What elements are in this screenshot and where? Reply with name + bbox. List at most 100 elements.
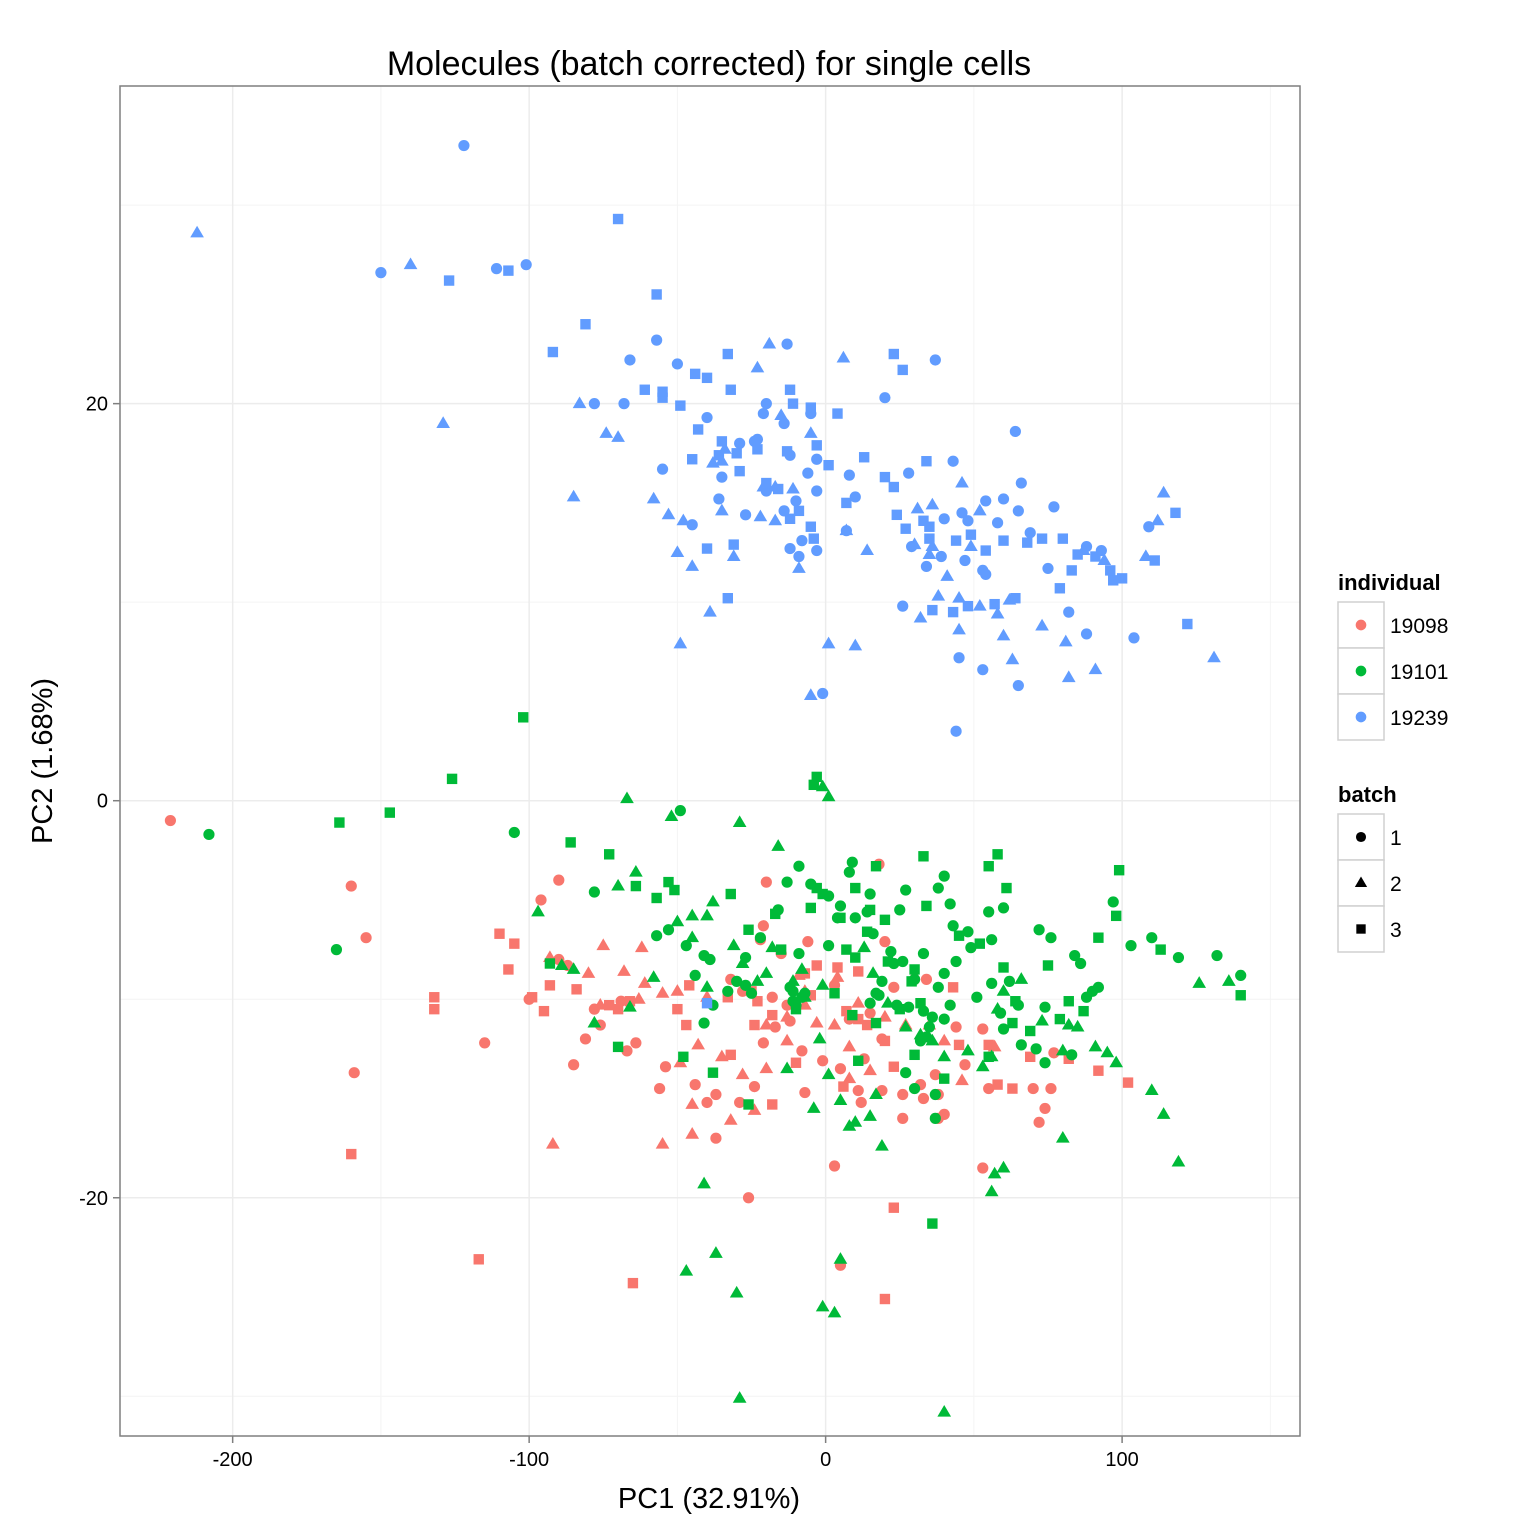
point-19239-batch-2 — [990, 606, 1005, 619]
point-19101-batch-1 — [932, 882, 944, 894]
x-tick-label: -100 — [509, 1449, 549, 1471]
point-19101-batch-1 — [1015, 1039, 1027, 1051]
point-19098-batch-3 — [992, 1079, 1003, 1090]
point-19239-batch-2 — [753, 509, 768, 522]
point-19239-batch-2 — [436, 416, 451, 428]
point-19101-batch-2 — [806, 1101, 821, 1113]
point-19098-batch-1 — [864, 1007, 876, 1019]
point-19239-batch-2 — [848, 638, 863, 651]
point-19101-batch-3 — [1093, 932, 1104, 943]
legend-key-batch-3 — [1356, 924, 1366, 934]
point-19098-batch-1 — [879, 936, 891, 948]
point-19239-batch-3 — [722, 348, 733, 360]
point-19101-batch-2 — [685, 930, 700, 943]
point-19239-batch-1 — [980, 568, 992, 580]
point-19239-batch-3 — [1182, 618, 1193, 630]
point-19098-batch-2 — [735, 1067, 750, 1080]
point-19101-batch-1 — [1125, 940, 1137, 952]
point-19101-batch-3 — [817, 888, 828, 900]
point-19098-batch-1 — [734, 1096, 746, 1109]
point-19239-batch-3 — [888, 348, 900, 360]
point-19101-batch-1 — [864, 888, 876, 900]
point-19101-batch-2 — [984, 1184, 999, 1197]
point-19239-batch-3 — [858, 452, 870, 463]
legend-label: 19101 — [1390, 661, 1448, 684]
point-19098-batch-1 — [1033, 1116, 1045, 1128]
point-19239-batch-3 — [716, 436, 728, 447]
point-19101-batch-2 — [842, 1119, 857, 1131]
point-19239-batch-3 — [1149, 555, 1160, 566]
point-19101-batch-3 — [1001, 882, 1012, 894]
point-19101-batch-2 — [685, 908, 700, 921]
point-19239-batch-1 — [977, 664, 989, 676]
point-19239-batch-2 — [1150, 513, 1165, 526]
point-19098-batch-1 — [701, 1096, 713, 1109]
point-19101-batch-2 — [700, 908, 714, 921]
point-19101-batch-2 — [786, 974, 800, 986]
point-19101-batch-3 — [853, 1055, 864, 1066]
point-19239-batch-3 — [811, 440, 822, 451]
point-19239-batch-2 — [1005, 652, 1020, 665]
point-19101-batch-2 — [732, 815, 747, 828]
point-19101-batch-1 — [1211, 949, 1223, 962]
point-19101-batch-3 — [1007, 1017, 1018, 1029]
point-19101-batch-1 — [1003, 975, 1016, 987]
point-19098-batch-2 — [632, 992, 646, 1004]
point-19098-batch-3 — [494, 928, 505, 939]
point-19239-batch-2 — [1061, 670, 1076, 683]
point-19239-batch-2 — [922, 547, 937, 559]
point-19239-batch-1 — [1042, 562, 1054, 575]
point-19101-batch-1 — [864, 997, 876, 1009]
point-19101-batch-1 — [900, 1067, 912, 1079]
point-19239-batch-3 — [781, 446, 793, 457]
point-19101-batch-3 — [939, 1073, 950, 1084]
point-19239-batch-3 — [900, 523, 911, 534]
point-19239-batch-1 — [490, 263, 503, 275]
point-19098-batch-2 — [655, 986, 670, 998]
point-19101-batch-2 — [881, 996, 895, 1008]
point-19239-batch-3 — [927, 604, 938, 616]
point-19101-batch-2 — [531, 904, 545, 917]
point-19101-batch-1 — [698, 1017, 710, 1029]
y-axis-tick-labels: -20 0 20 — [79, 394, 108, 1210]
point-19101-batch-3 — [544, 958, 556, 969]
point-19101-batch-1 — [1146, 932, 1158, 944]
point-19101-batch-1 — [203, 828, 215, 841]
point-19101-batch-2 — [646, 970, 661, 982]
point-19101-batch-2 — [1014, 972, 1029, 984]
point-19101-batch-2 — [670, 914, 685, 927]
point-19101-batch-1 — [929, 1112, 941, 1124]
legend-title: individual — [1338, 570, 1441, 595]
legend-label: 2 — [1390, 873, 1402, 896]
point-19098-batch-2 — [830, 970, 845, 982]
point-19239-batch-3 — [921, 456, 932, 467]
point-19101-batch-1 — [908, 1082, 921, 1095]
point-19239-batch-3 — [950, 535, 962, 546]
point-19098-batch-3 — [538, 1005, 550, 1017]
point-19101-batch-3 — [953, 930, 965, 941]
point-19239-batch-3 — [805, 521, 817, 532]
point-19098-batch-1 — [959, 1059, 971, 1071]
point-19098-batch-3 — [811, 960, 822, 971]
point-19101-batch-2 — [566, 962, 581, 974]
point-19239-batch-2 — [673, 636, 688, 649]
x-tick-label: 0 — [820, 1449, 831, 1471]
point-19239-batch-2 — [661, 507, 676, 520]
point-19101-batch-2 — [709, 1246, 723, 1258]
point-19098-batch-1 — [164, 814, 177, 827]
point-19239-batch-1 — [618, 398, 630, 410]
point-19101-batch-1 — [971, 991, 983, 1003]
point-19239-batch-2 — [803, 426, 818, 438]
point-19239-batch-1 — [1048, 501, 1060, 513]
point-19101-batch-3 — [882, 956, 894, 967]
point-19239-batch-3 — [888, 481, 900, 493]
point-19098-batch-3 — [853, 966, 864, 977]
point-19239-batch-3 — [761, 477, 772, 489]
point-19101-batch-2 — [771, 839, 786, 851]
point-19101-batch-3 — [879, 914, 891, 926]
point-19101-batch-3 — [915, 998, 926, 1009]
point-19101-batch-3 — [565, 837, 576, 848]
point-19101-batch-1 — [1045, 932, 1057, 944]
point-19239-batch-3 — [657, 386, 668, 397]
